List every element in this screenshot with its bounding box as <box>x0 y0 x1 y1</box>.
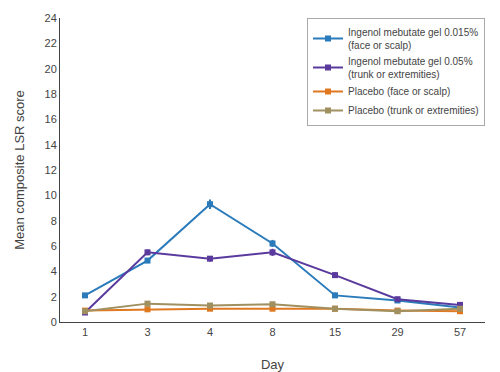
svg-text:12: 12 <box>45 164 57 176</box>
svg-text:Placebo (face or scalp): Placebo (face or scalp) <box>348 86 450 97</box>
svg-text:15: 15 <box>329 326 341 338</box>
svg-text:Placebo (trunk or extremities): Placebo (trunk or extremities) <box>348 105 479 116</box>
svg-text:10: 10 <box>45 189 57 201</box>
svg-text:22: 22 <box>45 37 57 49</box>
svg-text:8: 8 <box>269 326 275 338</box>
svg-text:Ingenol mebutate gel 0.015%(fa: Ingenol mebutate gel 0.015%(face or scal… <box>348 27 478 51</box>
svg-text:24: 24 <box>45 12 57 24</box>
svg-text:6: 6 <box>51 240 57 252</box>
svg-text:0: 0 <box>51 316 57 328</box>
svg-text:Ingenol mebutate gel 0.05%(tru: Ingenol mebutate gel 0.05%(trunk or extr… <box>348 56 473 80</box>
svg-text:8: 8 <box>51 215 57 227</box>
svg-text:4: 4 <box>207 326 213 338</box>
svg-text:3: 3 <box>144 326 150 338</box>
svg-text:14: 14 <box>45 139 57 151</box>
svg-text:2: 2 <box>51 291 57 303</box>
svg-text:Mean composite LSR score: Mean composite LSR score <box>12 90 27 250</box>
svg-text:4: 4 <box>51 265 57 277</box>
svg-text:18: 18 <box>45 88 57 100</box>
svg-text:57: 57 <box>454 326 466 338</box>
svg-text:29: 29 <box>391 326 403 338</box>
svg-text:Day: Day <box>261 357 285 372</box>
svg-text:20: 20 <box>45 63 57 75</box>
svg-text:1: 1 <box>82 326 88 338</box>
svg-text:16: 16 <box>45 113 57 125</box>
